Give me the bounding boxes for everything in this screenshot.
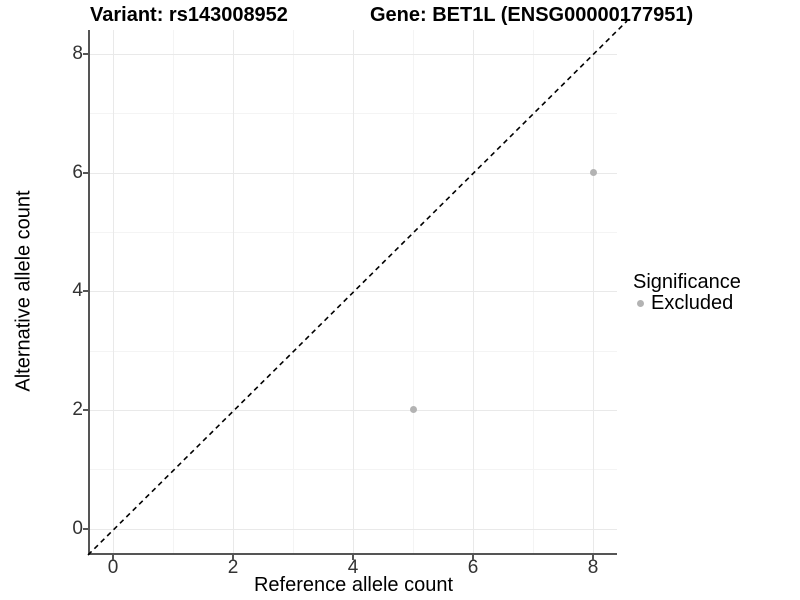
plot-title-variant: Variant: rs143008952 xyxy=(90,4,288,26)
identity-line xyxy=(87,20,628,556)
gridline-major-horizontal xyxy=(90,409,617,411)
y-tick-mark xyxy=(83,527,88,530)
y-tick-label: 6 xyxy=(72,161,83,183)
y-tick-label: 4 xyxy=(72,280,83,302)
x-tick-mark xyxy=(592,555,594,560)
legend-title: Significance xyxy=(633,271,741,293)
gridline-major-horizontal xyxy=(90,172,617,174)
plot-panel: 0 2 4 6 8 0 2 4 6 8 xyxy=(72,20,628,578)
plot-title-gene: Gene: BET1L (ENSG00000177951) xyxy=(370,4,694,26)
y-tick-label: 0 xyxy=(72,517,83,539)
x-tick-mark xyxy=(352,555,354,560)
y-tick-mark xyxy=(83,171,88,174)
data-point xyxy=(589,169,597,177)
legend-point-icon xyxy=(637,300,644,307)
y-tick-mark xyxy=(83,53,88,56)
x-tick-label: 0 xyxy=(107,557,119,578)
x-tick-mark xyxy=(472,555,474,560)
x-tick-mark xyxy=(112,555,114,560)
data-point xyxy=(409,406,417,414)
x-tick-label: 2 xyxy=(227,557,239,578)
x-tick-label: 8 xyxy=(587,557,599,578)
gridline-major-horizontal xyxy=(90,528,617,530)
y-tick-label: 8 xyxy=(72,43,83,65)
legend-item-label: Excluded xyxy=(651,292,734,314)
y-axis-title: Alternative allele count xyxy=(12,190,35,392)
x-tick-label: 6 xyxy=(467,557,479,578)
x-tick-mark xyxy=(232,555,234,560)
x-tick-label: 4 xyxy=(347,557,359,578)
y-tick-mark xyxy=(83,290,88,293)
identity-line-layer xyxy=(87,20,628,556)
y-tick-mark xyxy=(83,408,88,411)
gridline-major-horizontal xyxy=(90,54,617,56)
legend-item-excluded: Excluded xyxy=(637,292,733,315)
y-tick-label: 2 xyxy=(72,398,83,420)
x-axis-title: Reference allele count xyxy=(253,574,453,596)
